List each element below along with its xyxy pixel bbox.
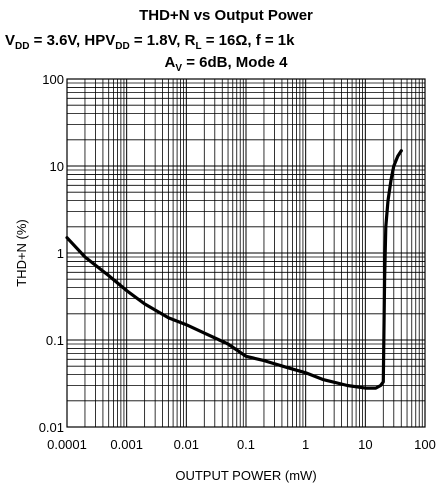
y-tick-label: 0.01 [39, 420, 64, 435]
y-tick-label: 1 [57, 246, 64, 261]
x-tick-label: 10 [358, 437, 372, 452]
x-tick-label: 0.1 [237, 437, 255, 452]
chart-title-line3: AV = 6dB, Mode 4 [165, 54, 289, 74]
x-tick-label: 0.001 [110, 437, 143, 452]
x-tick-label: 0.01 [174, 437, 199, 452]
grid [66, 79, 425, 428]
x-tick-label: 0.0001 [47, 437, 87, 452]
thd-n-curve [65, 149, 403, 390]
x-tick-label: 1 [302, 437, 309, 452]
chart-title-line2: VDD = 3.6V, HPVDD = 1.8V, RL = 16Ω, f = … [5, 32, 295, 52]
y-tick-label: 10 [50, 159, 64, 174]
plot-frame [66, 78, 426, 428]
x-tick-labels: 0.0001 0.001 0.01 0.1 1 10 100 [47, 437, 436, 452]
y-tick-labels: 100 10 1 0.1 0.01 [39, 72, 64, 435]
chart-title-line1: THD+N vs Output Power [139, 7, 313, 24]
x-axis-label: OUTPUT POWER (mW) [175, 468, 316, 483]
y-tick-label: 100 [42, 72, 64, 87]
y-axis-label: THD+N (%) [14, 219, 29, 287]
x-tick-label: 100 [414, 437, 436, 452]
y-tick-label: 0.1 [46, 333, 64, 348]
